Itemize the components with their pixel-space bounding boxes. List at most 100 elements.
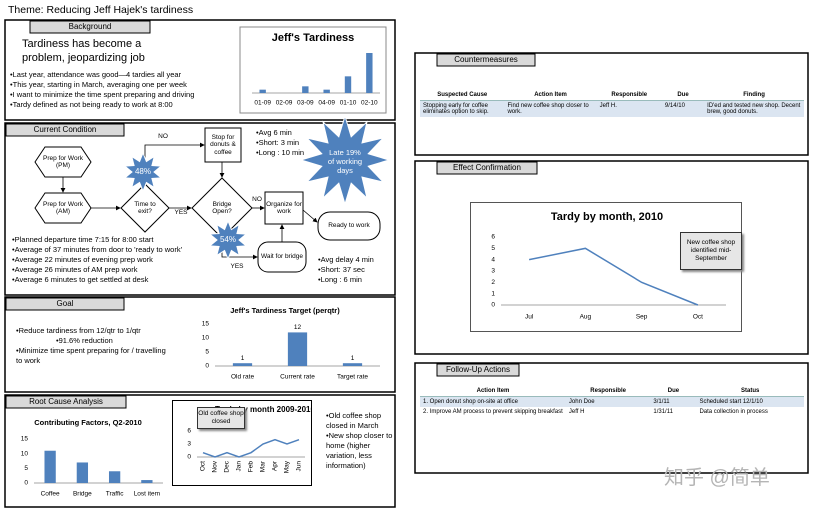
edge-label: NO	[252, 196, 262, 204]
bar	[287, 332, 308, 366]
header-row: Suspected Cause Action Item Responsible Due…	[420, 90, 804, 101]
bar	[141, 480, 153, 483]
column-header: Responsible	[565, 386, 651, 397]
note-list: •Old coffee shop closed in March •New sh…	[326, 411, 394, 471]
table-cell: 1/31/11	[653, 409, 673, 415]
x-tick-label: Aug	[580, 314, 592, 321]
watermark: 知乎 @简单	[664, 467, 770, 489]
bar	[44, 450, 56, 483]
bullet: •This year, starting in March, averaging…	[10, 80, 187, 89]
stat: •Long : 10 min	[256, 148, 305, 157]
bar	[76, 462, 89, 483]
table-body: 1. Open donut shop on-site at office John…	[420, 396, 804, 418]
bullet: •Average of 37 minutes from door to 'rea…	[12, 245, 183, 254]
x-tick-label: Oct	[200, 461, 207, 471]
table-row: 2. Improve AM process to prevent skippin…	[420, 407, 804, 417]
table-cell: 3/1/11	[650, 396, 697, 407]
section-header: Effect Confirmation	[453, 163, 521, 172]
page-title: Theme: Reducing Jeff Hajek's tardiness	[8, 4, 194, 16]
column-header: Action Item	[420, 386, 566, 397]
note: •Old coffee shop closed in March	[326, 411, 382, 430]
chart: Jeff's Tardiness Target (perqtr) 0 5 10 15 Ol…	[202, 306, 380, 381]
bar	[232, 363, 253, 366]
table-head: Suspected Cause Action Item Responsible Due…	[420, 90, 804, 101]
x-tick-label: 02-09	[276, 100, 293, 107]
data-label: 1	[351, 355, 355, 362]
table-row: Stopping early for coffee eliminates opt…	[420, 100, 804, 117]
y-tick-label: 3	[187, 441, 191, 448]
y-tick-label: 5	[24, 465, 28, 472]
column-header: Status	[696, 386, 804, 397]
y-tick-label: 0	[187, 454, 191, 461]
stat: •Short: 37 sec	[318, 265, 365, 274]
edge-label: YES	[230, 263, 244, 271]
stat-list: •Avg delay 4 min •Short: 37 sec •Long : …	[318, 255, 374, 285]
bullet: •Tardy defined as not being ready to wor…	[10, 100, 173, 109]
section-header: Root Cause Analysis	[29, 397, 103, 406]
bullet: •Planned departure time 7:15 for 8:00 st…	[12, 235, 154, 244]
bar	[366, 53, 373, 93]
table: Suspected Cause Action Item Responsible Due…	[420, 90, 804, 117]
annotation: Old coffee shop closed	[197, 407, 245, 429]
table-cell: ID'ed and tested new shop. Decent brew, …	[704, 100, 804, 117]
burst-label: Late 19% of working days	[327, 147, 363, 175]
node-label: Prep for Work (PM)	[43, 154, 83, 170]
y-tick-label: 3	[491, 268, 495, 275]
bullet: •Average 26 minutes of AM prep work	[12, 265, 138, 274]
x-tick-label: Oct	[693, 314, 703, 321]
stat: •Short: 3 min	[256, 138, 300, 147]
x-tick-label: Jan	[236, 461, 243, 472]
y-tick-label: 5	[205, 349, 209, 356]
x-tick-label: Lost item	[134, 491, 160, 498]
chart: Tardy by month 2009-2010 0 3 6 Oct Nov Dec Jan F…	[172, 400, 312, 486]
x-tick-label: 04-09	[318, 100, 335, 107]
table-cell: Data collection in process	[699, 409, 768, 415]
section-header: Current Condition	[33, 125, 97, 134]
node-label: Wait for bridge	[260, 253, 304, 261]
y-tick-label: 6	[491, 234, 495, 241]
bar	[259, 89, 266, 93]
table-cell: Stopping early for coffee eliminates opt…	[420, 100, 505, 117]
x-tick-label: 01-09	[254, 100, 271, 107]
table-head: Action Item Responsible Due Status	[420, 386, 804, 397]
column-header: Suspected Cause	[420, 90, 505, 101]
chart: Jeff's Tardiness 01-09 02-09 03-09 04-09 01-1…	[252, 32, 380, 107]
column-header: Responsible	[596, 90, 662, 101]
bar	[302, 86, 309, 93]
chart-title: Jeff's Tardiness Target (perqtr)	[230, 306, 340, 315]
column-header: Finding	[704, 90, 804, 101]
x-tick-label: Bridge	[73, 491, 92, 498]
line	[202, 438, 300, 458]
table-row: 1. Open donut shop on-site at office John…	[420, 396, 804, 407]
table-cell: John Doe	[565, 396, 651, 407]
burst-label: 48%	[134, 167, 151, 177]
line	[528, 247, 699, 306]
chart-title: Jeff's Tardiness	[272, 32, 355, 44]
x-tick-label: Sep	[636, 314, 648, 321]
bar	[108, 471, 121, 483]
y-tick-label: 10	[21, 450, 29, 457]
y-tick-label: 0	[205, 363, 209, 370]
bullet: •Minimize time spent preparing for / tra…	[16, 346, 166, 365]
column-header: Action Item	[504, 90, 597, 101]
y-tick-label: 6	[187, 428, 191, 435]
chart: Contributing Factors, Q2-2010 0 5 10 15 Coffe…	[21, 418, 163, 498]
table-cell: Find new coffee shop closer to work.	[504, 100, 597, 117]
x-tick-label: Feb	[248, 461, 255, 473]
bar	[342, 363, 363, 366]
note: •New shop closer to home (higher variati…	[326, 431, 393, 470]
x-tick-label: 02-10	[361, 100, 378, 107]
table-cell: Jeff H.	[596, 100, 662, 117]
bar	[323, 89, 330, 93]
x-tick-label: Coffee	[41, 491, 60, 498]
y-tick-label: 4	[491, 256, 495, 263]
x-tick-label: Mar	[260, 460, 267, 472]
table: Action Item Responsible Due Status 1. Open d…	[420, 386, 804, 417]
stat-list: •Avg 6 min •Short: 3 min •Long : 10 min	[256, 128, 304, 158]
column-header: Due	[661, 90, 705, 101]
y-tick-label: 1	[491, 290, 495, 297]
bar	[344, 76, 352, 93]
burst	[123, 151, 163, 193]
x-tick-label: 01-10	[340, 100, 357, 107]
